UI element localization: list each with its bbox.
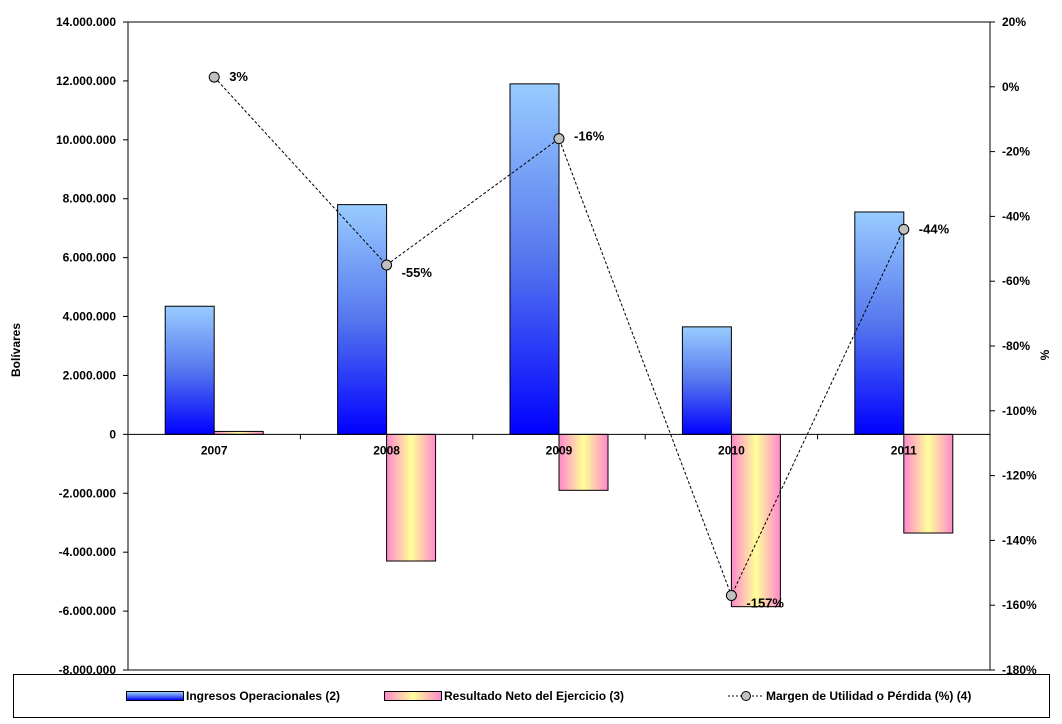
y-tick-label: -6.000.000 — [59, 604, 117, 618]
legend-label-ingresos: Ingresos Operacionales (2) — [186, 689, 341, 703]
legend-item-resultado: Resultado Neto del Ejercicio (3) — [384, 688, 624, 704]
margin-point — [381, 259, 393, 271]
margin-data-label: -157% — [746, 595, 784, 610]
margin-point — [553, 133, 565, 145]
y2-tick-label: -40% — [1002, 209, 1030, 223]
y-tick-label: -2.000.000 — [59, 486, 117, 500]
margin-data-label: -55% — [402, 265, 433, 280]
y-tick-label: 0 — [109, 427, 116, 441]
margin-line — [213, 76, 905, 597]
y2-tick-label: -120% — [1002, 469, 1037, 483]
bar-ingresos — [164, 305, 215, 435]
margin-data-label: -44% — [919, 221, 950, 236]
legend: Ingresos Operacionales (2) Resultado Net… — [13, 674, 1050, 718]
x-tick-label: 2010 — [718, 443, 745, 457]
x-tick-label: 2009 — [546, 443, 573, 457]
bar-resultado — [730, 433, 781, 608]
legend-swatch-pink — [384, 691, 442, 701]
margin-data-label: 3% — [229, 69, 248, 84]
y-tick-label: 4.000.000 — [63, 310, 117, 324]
bar-resultado — [386, 433, 437, 562]
legend-label-resultado: Resultado Neto del Ejercicio (3) — [444, 689, 625, 703]
y-tick-label: -4.000.000 — [59, 545, 117, 559]
x-tick-label: 2007 — [201, 443, 228, 457]
y-tick-label: 12.000.000 — [56, 74, 116, 88]
y-tick-label: -8.000.000 — [59, 663, 117, 674]
y-tick-label: 8.000.000 — [63, 192, 117, 206]
y2-tick-label: -80% — [1002, 339, 1030, 353]
legend-line-marker-icon — [728, 691, 764, 701]
margin-data-label: -16% — [574, 129, 605, 144]
y-tick-label: 6.000.000 — [63, 251, 117, 265]
legend-label-margen: Margen de Utilidad o Pérdida (%) (4) — [766, 689, 972, 703]
y2-tick-label: -140% — [1002, 533, 1037, 547]
legend-item-margen: Margen de Utilidad o Pérdida (%) (4) — [728, 688, 971, 704]
y2-tick-label: -160% — [1002, 598, 1037, 612]
y-tick-label: 10.000.000 — [56, 133, 116, 147]
y-axis-label: Bolívares — [9, 323, 23, 377]
margin-point — [208, 71, 220, 83]
bar-resultado — [558, 433, 609, 491]
y2-tick-label: -180% — [1002, 663, 1037, 674]
legend-item-ingresos: Ingresos Operacionales (2) — [126, 688, 340, 704]
bar-resultado — [903, 433, 954, 534]
y-tick-label: 2.000.000 — [63, 368, 117, 382]
y-tick-label: 14.000.000 — [56, 15, 116, 29]
bar-ingresos — [681, 326, 732, 435]
bar-ingresos — [337, 204, 388, 435]
y2-tick-label: -60% — [1002, 274, 1030, 288]
y2-tick-label: -20% — [1002, 145, 1030, 159]
y2-tick-label: -100% — [1002, 404, 1037, 418]
x-tick-label: 2008 — [373, 443, 400, 457]
bar-ingresos — [509, 83, 560, 435]
y2-axis-label: % — [1038, 349, 1052, 360]
chart: 14.000.000 12.000.000 10.000.000 8.000.000 6… — [9, 15, 1052, 674]
bar-ingresos — [854, 211, 905, 435]
legend-swatch-blue — [126, 691, 184, 701]
y2-tick-label: 0% — [1002, 80, 1020, 94]
margin-point — [725, 589, 737, 601]
y2-tick-label: 20% — [1002, 15, 1026, 29]
x-tick-label: 2011 — [891, 443, 917, 457]
margin-point — [898, 223, 910, 235]
